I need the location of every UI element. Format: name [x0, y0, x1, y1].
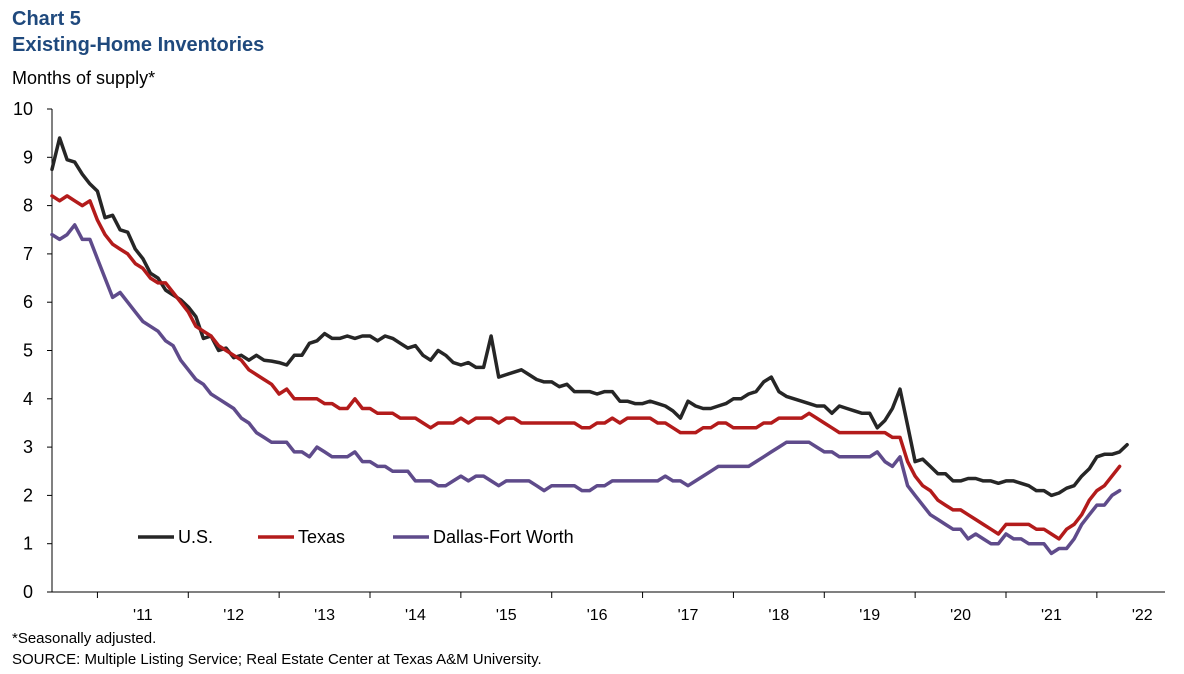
y-tick-label: 10: [13, 99, 33, 119]
title-block: Chart 5 Existing-Home Inventories: [12, 6, 264, 58]
y-tick-label: 0: [23, 582, 33, 602]
chart-number: Chart 5: [12, 8, 81, 30]
y-axis-label: Months of supply*: [12, 68, 156, 88]
series-line-1: [50, 194, 1122, 541]
legend-label: U.S.: [178, 527, 213, 547]
y-tick-label: 2: [23, 485, 33, 505]
y-tick-label: 1: [23, 534, 33, 554]
x-tick-label: '20: [950, 607, 971, 624]
y-tick-label: 5: [23, 341, 33, 361]
y-tick-label: 7: [23, 244, 33, 264]
y-tick-label: 8: [23, 196, 33, 216]
x-tick-label: '17: [678, 607, 699, 624]
y-tick-label: 4: [23, 389, 33, 409]
legend-label: Texas: [298, 527, 345, 547]
y-tick-label: 3: [23, 437, 33, 457]
source-note: SOURCE: Multiple Listing Service; Real E…: [12, 651, 542, 668]
x-tick-label: '22: [1132, 607, 1153, 624]
footnote: *Seasonally adjusted.: [12, 630, 157, 647]
x-tick-label: '16: [587, 607, 608, 624]
legend-label: Dallas-Fort Worth: [433, 527, 574, 547]
series-line-2: [50, 223, 1122, 556]
x-tick-label: '14: [405, 607, 426, 624]
x-tick-label: '21: [1041, 607, 1062, 624]
x-tick-label: '18: [768, 607, 789, 624]
y-tick-label: 9: [23, 147, 33, 167]
x-tick-label: '11: [133, 607, 153, 624]
chart-legend: U.S. Texas Dallas-Fort Worth: [138, 527, 574, 547]
series-line-0: [50, 136, 1129, 498]
chart-title: Existing-Home Inventories: [12, 34, 265, 56]
chart-axes: 0 1 2 3 4 5 6 7 8 9 10 '11 '12 '13 '14 '15 '16 '17 '18 '19 '…: [13, 99, 1165, 624]
x-tick-label: '12: [223, 607, 244, 624]
chart-series: [50, 136, 1129, 556]
y-tick-label: 6: [23, 292, 33, 312]
x-tick-label: '13: [314, 607, 335, 624]
x-tick-label: '19: [859, 607, 880, 624]
x-tick-label: '15: [496, 607, 517, 624]
